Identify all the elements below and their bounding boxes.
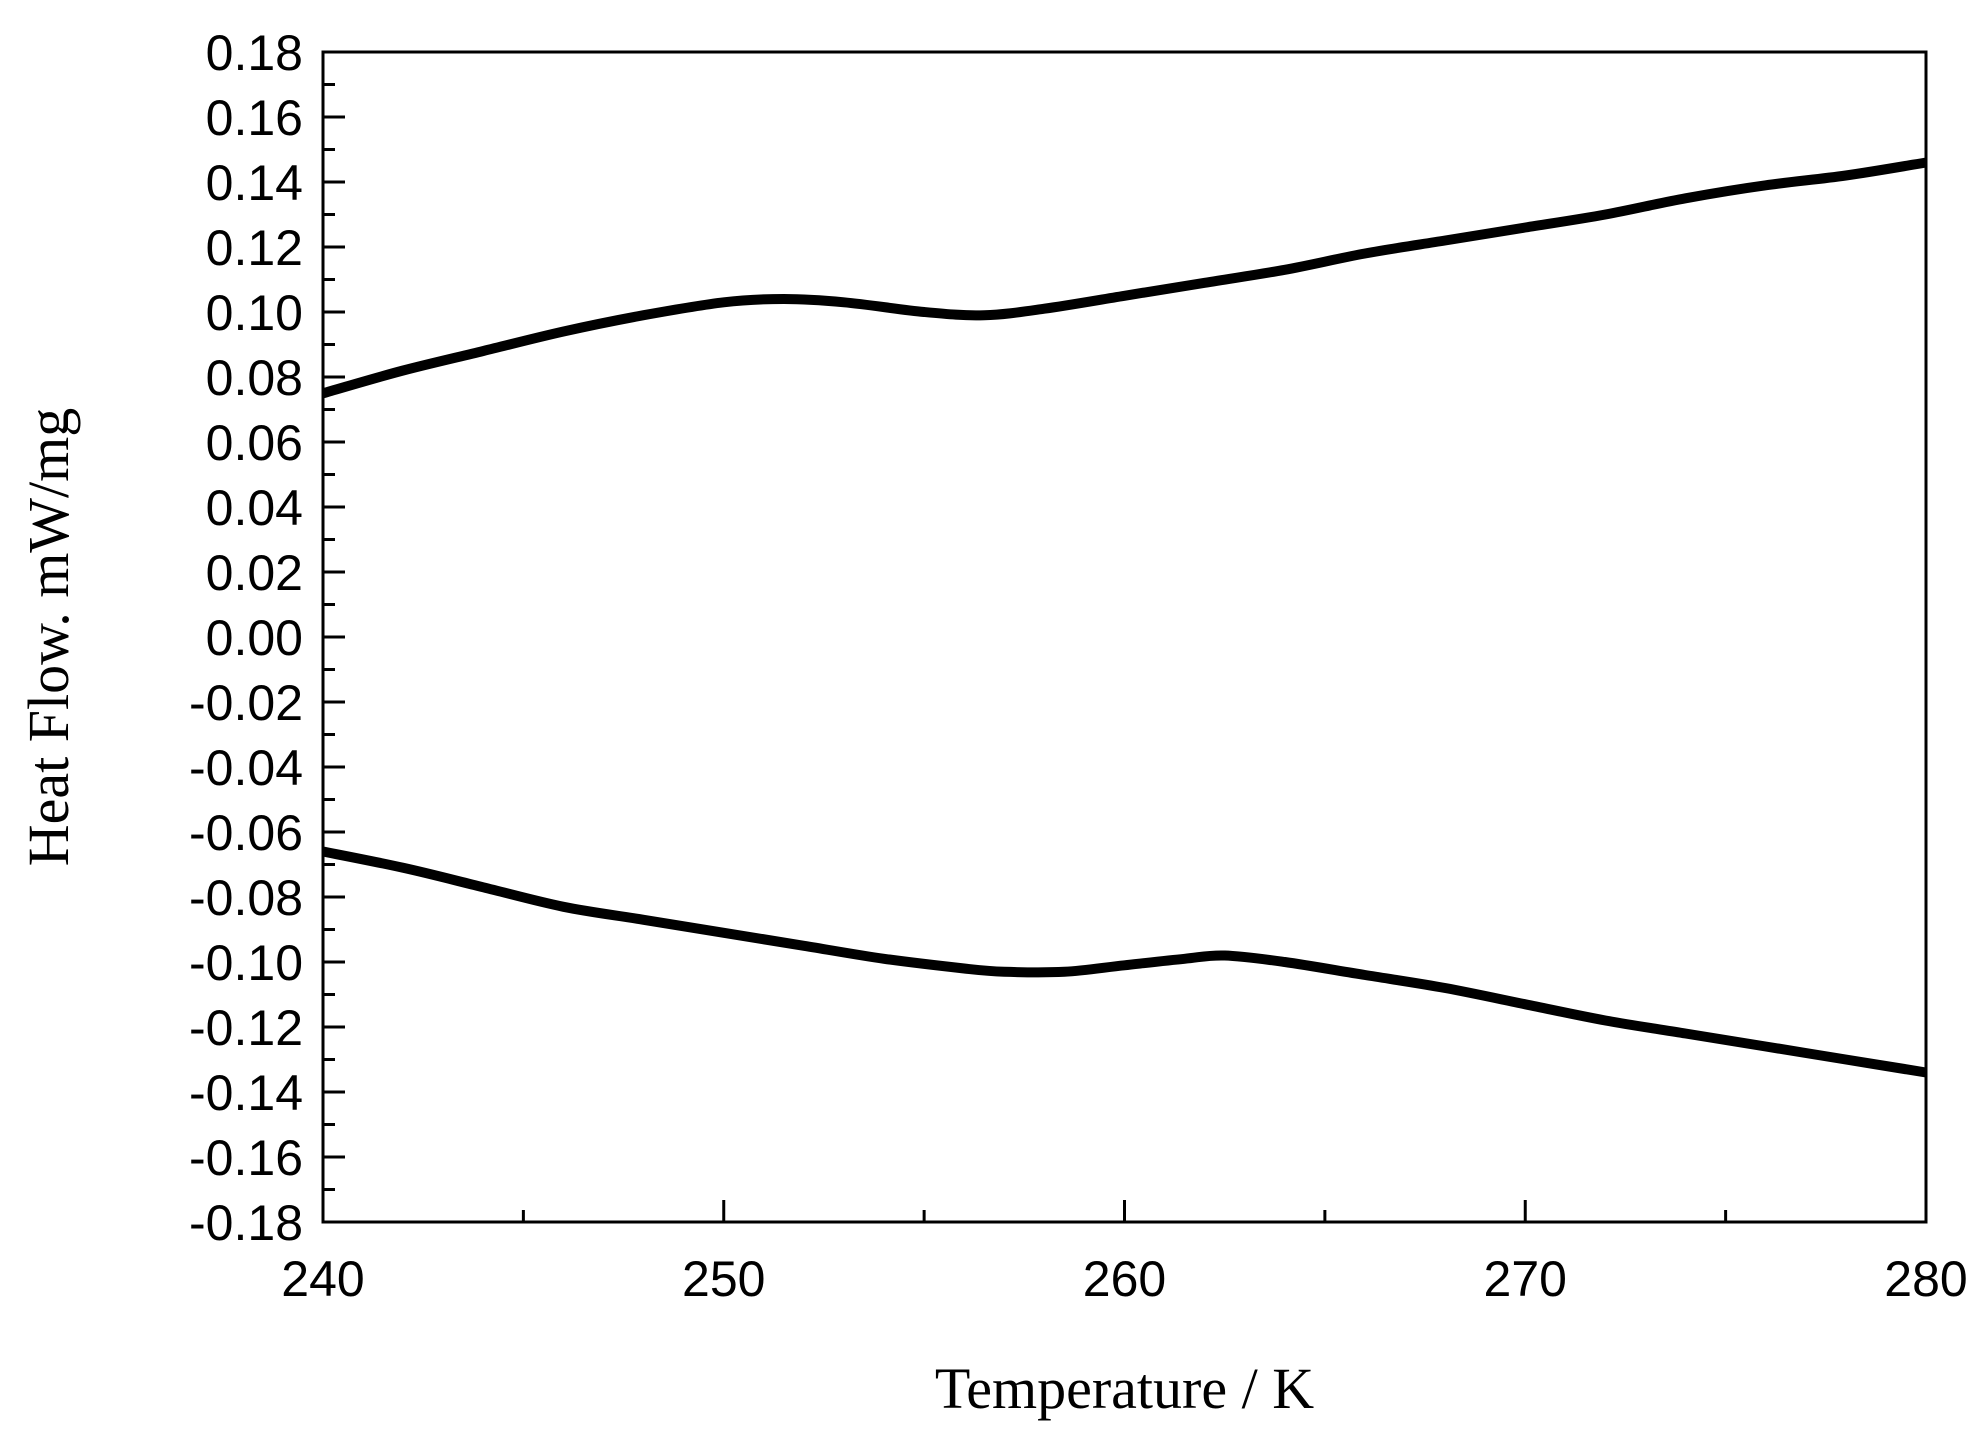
x-tick-label: 250 <box>682 1251 765 1307</box>
y-tick-label: 0.06 <box>206 415 303 471</box>
y-tick-label: 0.02 <box>206 545 303 601</box>
y-axis-title: Heat Flow. mW/mg <box>16 408 81 867</box>
y-tick-label: 0.00 <box>206 610 303 666</box>
y-tick-label: -0.18 <box>189 1195 303 1251</box>
y-tick-label: 0.04 <box>206 480 303 536</box>
series-line-lower <box>322 846 1927 1078</box>
y-tick-label: -0.16 <box>189 1130 303 1186</box>
y-tick-label: -0.12 <box>189 1000 303 1056</box>
y-tick-label: -0.10 <box>189 935 303 991</box>
y-tick-label: -0.02 <box>189 675 303 731</box>
axis-ticks <box>321 50 1928 1224</box>
x-tick-label: 260 <box>1083 1251 1166 1307</box>
y-tick-label: 0.12 <box>206 220 303 276</box>
tick-labels: 240 250 260 270 280 0.18 0.16 0.14 0.12 0.10 0.08 0… <box>189 25 1968 1307</box>
x-tick-label: 280 <box>1884 1251 1967 1307</box>
y-tick-label: 0.18 <box>206 25 303 81</box>
x-tick-label: 240 <box>281 1251 364 1307</box>
y-tick-label: -0.08 <box>189 870 303 926</box>
y-tick-label: 0.08 <box>206 350 303 406</box>
y-tick-label: -0.04 <box>189 740 303 796</box>
x-tick-label: 270 <box>1484 1251 1567 1307</box>
series-lines <box>321 157 1927 1078</box>
y-tick-label: 0.10 <box>206 285 303 341</box>
y-tick-label: -0.06 <box>189 805 303 861</box>
series-line-upper <box>321 157 1927 399</box>
y-tick-label: 0.14 <box>206 155 303 211</box>
x-axis-title: Temperature / K <box>935 1356 1314 1421</box>
plot-frame <box>321 50 1928 1224</box>
y-tick-label: -0.14 <box>189 1065 303 1121</box>
y-tick-label: 0.16 <box>206 90 303 146</box>
